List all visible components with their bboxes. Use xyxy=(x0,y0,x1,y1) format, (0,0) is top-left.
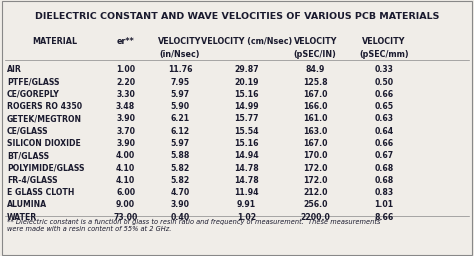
Text: 14.94: 14.94 xyxy=(234,151,259,160)
Text: 167.0: 167.0 xyxy=(303,139,328,148)
Text: 9.00: 9.00 xyxy=(116,200,135,209)
Text: 172.0: 172.0 xyxy=(303,176,328,185)
Text: AIR: AIR xyxy=(7,65,22,74)
Text: 5.82: 5.82 xyxy=(171,164,190,173)
Text: 3.90: 3.90 xyxy=(116,139,135,148)
Text: 0.67: 0.67 xyxy=(374,151,393,160)
Text: 11.76: 11.76 xyxy=(168,65,192,74)
Text: 4.10: 4.10 xyxy=(116,176,135,185)
Text: 3.90: 3.90 xyxy=(116,114,135,123)
Text: 4.70: 4.70 xyxy=(171,188,190,197)
Text: 0.68: 0.68 xyxy=(374,164,393,173)
Text: ** Dielectric constant is a function of glass to resin ratio and frequency of me: ** Dielectric constant is a function of … xyxy=(7,219,381,232)
Text: 212.0: 212.0 xyxy=(303,188,328,197)
Text: 14.78: 14.78 xyxy=(234,176,259,185)
Text: 14.78: 14.78 xyxy=(234,164,259,173)
Text: 0.50: 0.50 xyxy=(374,78,393,87)
Text: 84.9: 84.9 xyxy=(306,65,325,74)
Text: 8.66: 8.66 xyxy=(374,213,393,222)
Text: CE/GLASS: CE/GLASS xyxy=(7,127,49,136)
Text: WATER: WATER xyxy=(7,213,37,222)
Text: 6.21: 6.21 xyxy=(171,114,190,123)
Text: 0.33: 0.33 xyxy=(374,65,393,74)
Text: 5.88: 5.88 xyxy=(171,151,190,160)
Text: 6.00: 6.00 xyxy=(116,188,135,197)
Text: 9.91: 9.91 xyxy=(237,200,256,209)
Text: 2.20: 2.20 xyxy=(116,78,135,87)
Text: VELOCITY: VELOCITY xyxy=(362,37,406,46)
Text: 11.94: 11.94 xyxy=(234,188,259,197)
Text: er**: er** xyxy=(117,37,135,46)
Text: BT/GLASS: BT/GLASS xyxy=(7,151,49,160)
Text: 15.77: 15.77 xyxy=(234,114,259,123)
Text: CE/GOREPLY: CE/GOREPLY xyxy=(7,90,60,99)
Text: PTFE/GLASS: PTFE/GLASS xyxy=(7,78,60,87)
Text: VELOCITY (cm/Nsec): VELOCITY (cm/Nsec) xyxy=(201,37,292,46)
Text: 4.00: 4.00 xyxy=(116,151,135,160)
Text: 3.30: 3.30 xyxy=(116,90,135,99)
Text: VELOCITY: VELOCITY xyxy=(293,37,337,46)
Text: 15.54: 15.54 xyxy=(234,127,259,136)
Text: 5.82: 5.82 xyxy=(171,176,190,185)
Text: DIELECTRIC CONSTANT AND WAVE VELOCITIES OF VARIOUS PCB MATERIALS: DIELECTRIC CONSTANT AND WAVE VELOCITIES … xyxy=(35,12,439,20)
Text: MATERIAL: MATERIAL xyxy=(32,37,77,46)
Text: 0.66: 0.66 xyxy=(374,139,393,148)
Text: E GLASS CLOTH: E GLASS CLOTH xyxy=(7,188,74,197)
Text: 3.90: 3.90 xyxy=(171,200,190,209)
Text: GETEK/MEGTRON: GETEK/MEGTRON xyxy=(7,114,82,123)
Text: (pSEC/IN): (pSEC/IN) xyxy=(294,50,337,59)
Text: ROGERS RO 4350: ROGERS RO 4350 xyxy=(7,102,82,111)
Text: 161.0: 161.0 xyxy=(303,114,328,123)
Text: ALUMINA: ALUMINA xyxy=(7,200,47,209)
Text: 20.19: 20.19 xyxy=(234,78,259,87)
Text: 125.8: 125.8 xyxy=(303,78,328,87)
Text: (in/Nsec): (in/Nsec) xyxy=(160,50,201,59)
Text: 167.0: 167.0 xyxy=(303,90,328,99)
Text: 0.40: 0.40 xyxy=(171,213,190,222)
Text: 73.00: 73.00 xyxy=(113,213,138,222)
Text: 1.00: 1.00 xyxy=(116,65,135,74)
Text: 4.10: 4.10 xyxy=(116,164,135,173)
Text: 172.0: 172.0 xyxy=(303,164,328,173)
Text: (pSEC/mm): (pSEC/mm) xyxy=(359,50,409,59)
Text: 29.87: 29.87 xyxy=(234,65,259,74)
Text: 5.90: 5.90 xyxy=(171,102,190,111)
Text: 15.16: 15.16 xyxy=(234,90,259,99)
Text: 0.65: 0.65 xyxy=(374,102,393,111)
Text: 6.12: 6.12 xyxy=(171,127,190,136)
Text: 2200.0: 2200.0 xyxy=(300,213,330,222)
Text: 163.0: 163.0 xyxy=(303,127,328,136)
Text: 5.97: 5.97 xyxy=(171,90,190,99)
Text: POLYIMIDE/GLASS: POLYIMIDE/GLASS xyxy=(7,164,85,173)
Text: 3.70: 3.70 xyxy=(116,127,135,136)
Text: 256.0: 256.0 xyxy=(303,200,328,209)
Text: 3.48: 3.48 xyxy=(116,102,135,111)
Text: 1.01: 1.01 xyxy=(374,200,393,209)
Text: 170.0: 170.0 xyxy=(303,151,328,160)
Text: SILICON DIOXIDE: SILICON DIOXIDE xyxy=(7,139,81,148)
Text: FR-4/GLASS: FR-4/GLASS xyxy=(7,176,58,185)
Text: 0.68: 0.68 xyxy=(374,176,393,185)
Text: 0.63: 0.63 xyxy=(374,114,393,123)
Text: 0.64: 0.64 xyxy=(374,127,393,136)
Text: 15.16: 15.16 xyxy=(234,139,259,148)
Text: 14.99: 14.99 xyxy=(234,102,259,111)
Text: 5.97: 5.97 xyxy=(171,139,190,148)
Text: VELOCITY: VELOCITY xyxy=(158,37,202,46)
Text: 7.95: 7.95 xyxy=(171,78,190,87)
Text: 1.02: 1.02 xyxy=(237,213,256,222)
Text: 0.66: 0.66 xyxy=(374,90,393,99)
Text: 166.0: 166.0 xyxy=(303,102,328,111)
Text: 0.83: 0.83 xyxy=(374,188,393,197)
